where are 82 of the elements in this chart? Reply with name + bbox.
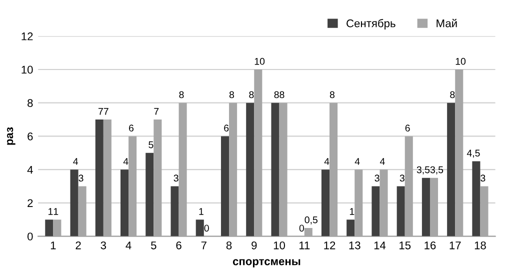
x-tick-label: 17 (450, 242, 461, 250)
data-label: 4 (354, 158, 360, 165)
data-label: 10 (456, 58, 466, 65)
data-label: 8 (229, 91, 234, 98)
legend-label: Сентябрь (346, 19, 396, 30)
x-tick-label: 15 (400, 242, 411, 250)
bar (396, 186, 405, 236)
data-label: 6 (129, 124, 134, 132)
data-label: 5 (148, 141, 154, 148)
y-tick-label: 8 (28, 99, 33, 107)
y-tick-label: 12 (22, 32, 33, 40)
data-label: 4 (73, 158, 78, 165)
bar (372, 186, 380, 236)
x-tick-label: 9 (252, 241, 257, 250)
data-label: 3 (480, 174, 486, 182)
x-tick-label: 14 (374, 242, 386, 250)
x-tick-label: 5 (151, 242, 156, 250)
legend-label: Май (436, 18, 457, 28)
data-label: 0 (299, 224, 304, 232)
data-label: 0,5 (304, 216, 318, 224)
data-label: 10 (254, 58, 265, 65)
data-label: 8 (450, 91, 455, 98)
bar (45, 220, 54, 236)
x-tick-label: 1 (50, 242, 56, 250)
x-tick-label: 6 (176, 241, 182, 250)
y-axis-title: раз (7, 127, 16, 145)
data-label: 1 (350, 208, 354, 215)
bar (271, 102, 280, 236)
bar (447, 102, 456, 236)
y-tick-label: 4 (27, 166, 33, 174)
data-label: 8 (330, 91, 334, 98)
data-label: 8 (179, 91, 184, 98)
bar (346, 220, 355, 236)
y-tick-label: 2 (28, 199, 33, 207)
bar (120, 170, 129, 236)
x-tick-label: 8 (226, 241, 232, 250)
x-tick-label: 7 (201, 242, 206, 250)
data-label: 3 (78, 174, 84, 182)
y-tick-label: 10 (22, 66, 33, 74)
data-label: 3 (400, 174, 404, 182)
y-tick-label: 6 (28, 132, 33, 140)
bar (170, 186, 179, 236)
data-label: 4 (324, 158, 330, 165)
x-tick-label: 13 (349, 241, 360, 250)
x-tick-label: 12 (324, 241, 336, 250)
x-tick-label: 3 (100, 241, 106, 250)
bar (196, 220, 204, 236)
x-tick-label: 10 (274, 241, 286, 250)
bar (321, 170, 330, 236)
data-label: 7 (154, 108, 159, 115)
bar (220, 136, 230, 236)
bar (246, 102, 254, 236)
bar (95, 120, 104, 236)
bar (472, 161, 480, 236)
data-label: 8 (249, 91, 254, 98)
data-label: 1 (199, 208, 204, 215)
data-label: 3,5 (416, 166, 430, 174)
x-tick-label: 16 (424, 241, 436, 250)
data-label: 4,5 (466, 150, 480, 158)
data-label: 6 (224, 124, 229, 132)
data-label: 0 (204, 224, 209, 232)
bar (70, 170, 78, 236)
x-axis-title: спортсмены (232, 259, 300, 268)
bar (146, 152, 154, 236)
data-label: 6 (405, 124, 410, 132)
data-label: 3 (374, 174, 380, 182)
data-label: 3 (174, 174, 178, 182)
data-label: 8 (274, 91, 279, 98)
data-label: 1 (54, 208, 58, 215)
data-label: 8 (280, 91, 284, 98)
x-tick-label: 11 (299, 242, 310, 250)
x-tick-label: 4 (126, 242, 132, 250)
y-tick-label: 0 (27, 232, 33, 240)
data-label: 4 (380, 158, 385, 165)
bar (422, 178, 430, 236)
data-label: 1 (48, 208, 53, 215)
x-tick-label: 18 (474, 241, 486, 250)
x-tick-label: 2 (76, 241, 81, 250)
data-label: 7 (98, 108, 103, 115)
data-label: 7 (104, 108, 108, 115)
data-label: 4 (123, 158, 128, 165)
data-label: 3,5 (430, 166, 444, 174)
